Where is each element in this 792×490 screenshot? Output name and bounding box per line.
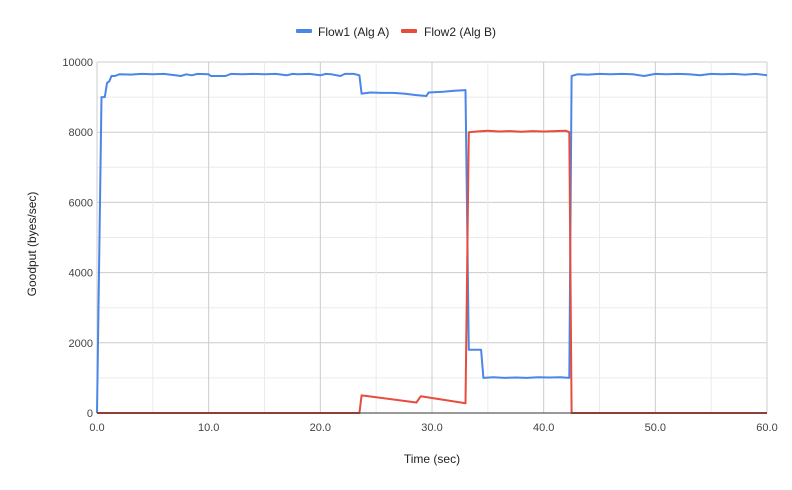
legend-label-flow2: Flow2 (Alg B) [424,25,496,39]
gridlines [96,61,768,414]
y-axis-ticks: 0 2000 4000 6000 8000 10000 [62,57,93,420]
legend: Flow1 (Alg A) Flow2 (Alg B) [296,25,496,39]
x-tick-label: 30.0 [421,422,442,434]
x-axis-title: Time (sec) [404,452,460,466]
y-tick-label: 6000 [69,197,93,209]
x-tick-label: 50.0 [645,422,666,434]
x-tick-label: 40.0 [533,422,554,434]
x-tick-label: 10.0 [198,422,219,434]
series-line-flow1 [96,72,768,414]
y-tick-label: 8000 [69,127,93,139]
series-lines [96,72,768,414]
y-tick-label: 4000 [69,268,93,280]
x-axis-ticks: 0.0 10.0 20.0 30.0 40.0 50.0 60.0 [89,422,777,434]
legend-swatch-flow1 [296,29,312,33]
x-tick-label: 0.0 [89,422,104,434]
y-tick-label: 10000 [62,57,93,69]
y-tick-label: 0 [87,408,93,420]
legend-item-flow2[interactable]: Flow2 (Alg B) [401,25,496,39]
x-tick-label: 60.0 [756,422,777,434]
y-tick-label: 2000 [69,338,93,350]
x-tick-label: 20.0 [310,422,331,434]
legend-item-flow1[interactable]: Flow1 (Alg A) [296,25,389,39]
series-line-flow2 [97,129,767,414]
legend-swatch-flow2 [401,29,417,33]
legend-label-flow1: Flow1 (Alg A) [318,25,389,39]
y-axis-title: Goodput (byes/sec) [25,192,39,297]
